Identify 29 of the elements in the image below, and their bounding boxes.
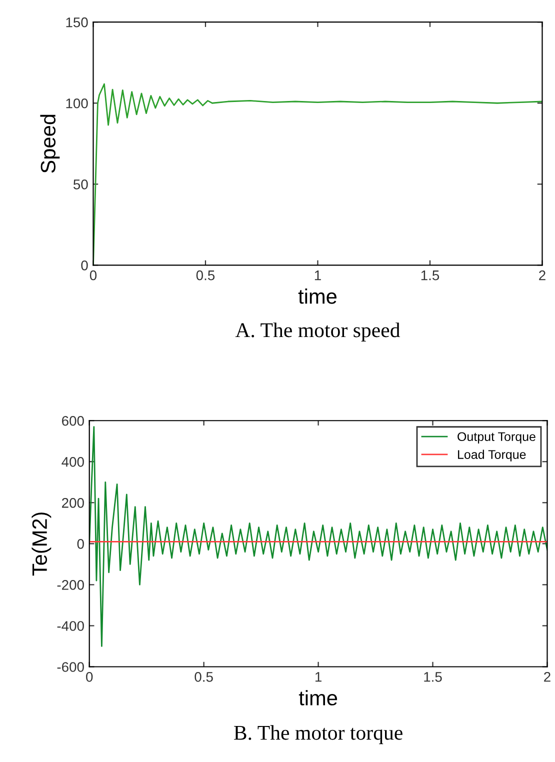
text: B. The motor torque	[234, 725, 402, 744]
x-axis-title: time	[298, 288, 336, 304]
y-tick-label: -600	[57, 662, 84, 672]
text: A. The motor speed	[235, 322, 400, 342]
y-axis-title: Speed	[40, 114, 60, 173]
y-tick-label: -200	[57, 580, 84, 590]
x-tick-label: 0	[90, 270, 97, 280]
y-tick-label: 0	[81, 260, 88, 270]
line-series	[89, 426, 548, 647]
x-tick-label: 2	[544, 672, 550, 682]
x-tick-label: 1	[314, 270, 321, 280]
legend-label: Load Torque	[458, 450, 526, 462]
y-tick-label: 50	[73, 179, 88, 190]
y-tick-label: -400	[57, 621, 84, 631]
x-tick-label: 0.5	[196, 270, 215, 280]
y-tick-label: 150	[66, 17, 88, 28]
x-tick-label: 1.5	[424, 672, 442, 682]
y-tick-label: 0	[77, 539, 84, 549]
y-tick-label: 200	[62, 498, 84, 508]
y-tick-label: 400	[62, 456, 84, 467]
x-tick-label: 1	[315, 672, 322, 682]
x-tick-label: 0.5	[194, 672, 213, 682]
legend-label: Output Torque	[458, 432, 536, 444]
y-tick-label: 100	[66, 98, 88, 108]
y-axis-title: Te(M2)	[32, 512, 52, 576]
y-tick-label: 600	[62, 416, 84, 426]
x-axis-title: time	[298, 690, 338, 706]
x-tick-label: 1.5	[421, 270, 440, 280]
x-tick-label: 2	[539, 270, 546, 280]
